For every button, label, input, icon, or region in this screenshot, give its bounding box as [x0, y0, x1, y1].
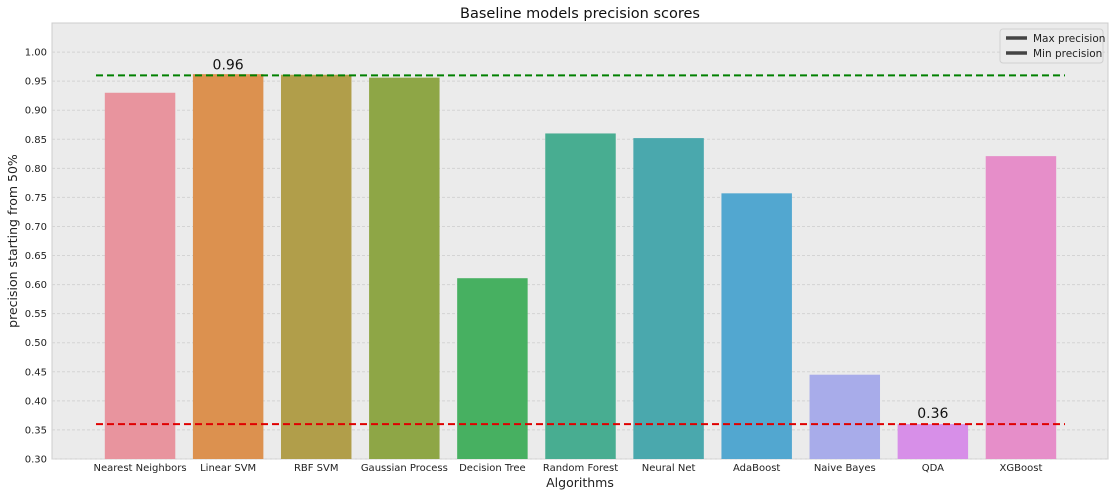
reference-lines: 0.96 0.36 [96, 57, 1065, 426]
y-tick-label: 0.85 [25, 135, 47, 146]
x-tick-label: QDA [922, 463, 944, 474]
min-precision-label: 0.36 [917, 406, 948, 422]
y-axis-title: precision starting from 50% [5, 154, 20, 328]
y-tick-label: 0.30 [25, 455, 47, 466]
x-tick-label: Decision Tree [459, 463, 526, 474]
bar-adaboost [721, 193, 792, 459]
x-tick-label: RBF SVM [294, 463, 339, 474]
y-tick-label: 0.60 [25, 280, 47, 291]
x-tick-label: Neural Net [642, 463, 696, 474]
chart-title: Baseline models precision scores [460, 6, 700, 22]
y-tick-label: 0.95 [25, 77, 47, 88]
legend: Max precision Min precision [999, 28, 1105, 64]
bar-random-forest [545, 133, 616, 459]
bar-xgboost [985, 156, 1057, 459]
y-tick-label: 0.40 [25, 396, 47, 407]
x-tick-label: Linear SVM [200, 463, 256, 474]
bar-naive-bayes [809, 374, 881, 459]
y-tick-label: 0.45 [25, 367, 47, 378]
bar-nearest-neighbors [104, 92, 176, 459]
x-axis-title: Algorithms [546, 475, 614, 490]
y-tick-labels: 0.30 0.35 0.40 0.45 0.50 0.55 0.60 0.65 0.70 0.75… [25, 48, 47, 466]
x-tick-label: AdaBoost [733, 463, 780, 474]
y-tick-label: 0.70 [25, 222, 47, 233]
bar-decision-tree [457, 278, 528, 459]
y-tick-label: 0.55 [25, 309, 47, 320]
legend-entry-min-precision: Min precision [1033, 48, 1102, 60]
bars [104, 74, 1057, 460]
legend-entry-max-precision: Max precision [1033, 33, 1105, 45]
y-tick-label: 0.65 [25, 251, 47, 262]
y-tick-label: 1.00 [25, 48, 47, 59]
x-tick-labels: Nearest Neighbors Linear SVM RBF SVM Gaussi… [94, 463, 1043, 474]
x-tick-label: Nearest Neighbors [94, 463, 187, 474]
y-tick-label: 0.50 [25, 338, 47, 349]
bar-linear-svm [192, 74, 264, 459]
x-tick-label: Random Forest [543, 463, 618, 474]
max-precision-label: 0.96 [213, 57, 244, 73]
bar-qda [897, 424, 969, 459]
bar-rbf-svm [280, 74, 352, 459]
x-tick-label: Naive Bayes [814, 463, 876, 474]
x-tick-label: Gaussian Process [361, 463, 448, 474]
x-tick-label: XGBoost [1000, 463, 1043, 474]
bar-neural-net [633, 138, 704, 459]
y-tick-label: 0.80 [25, 164, 47, 175]
y-tick-label: 0.35 [25, 425, 47, 436]
y-tick-label: 0.90 [25, 106, 47, 117]
bar-gaussian-process [369, 77, 440, 460]
y-tick-label: 0.75 [25, 193, 47, 204]
